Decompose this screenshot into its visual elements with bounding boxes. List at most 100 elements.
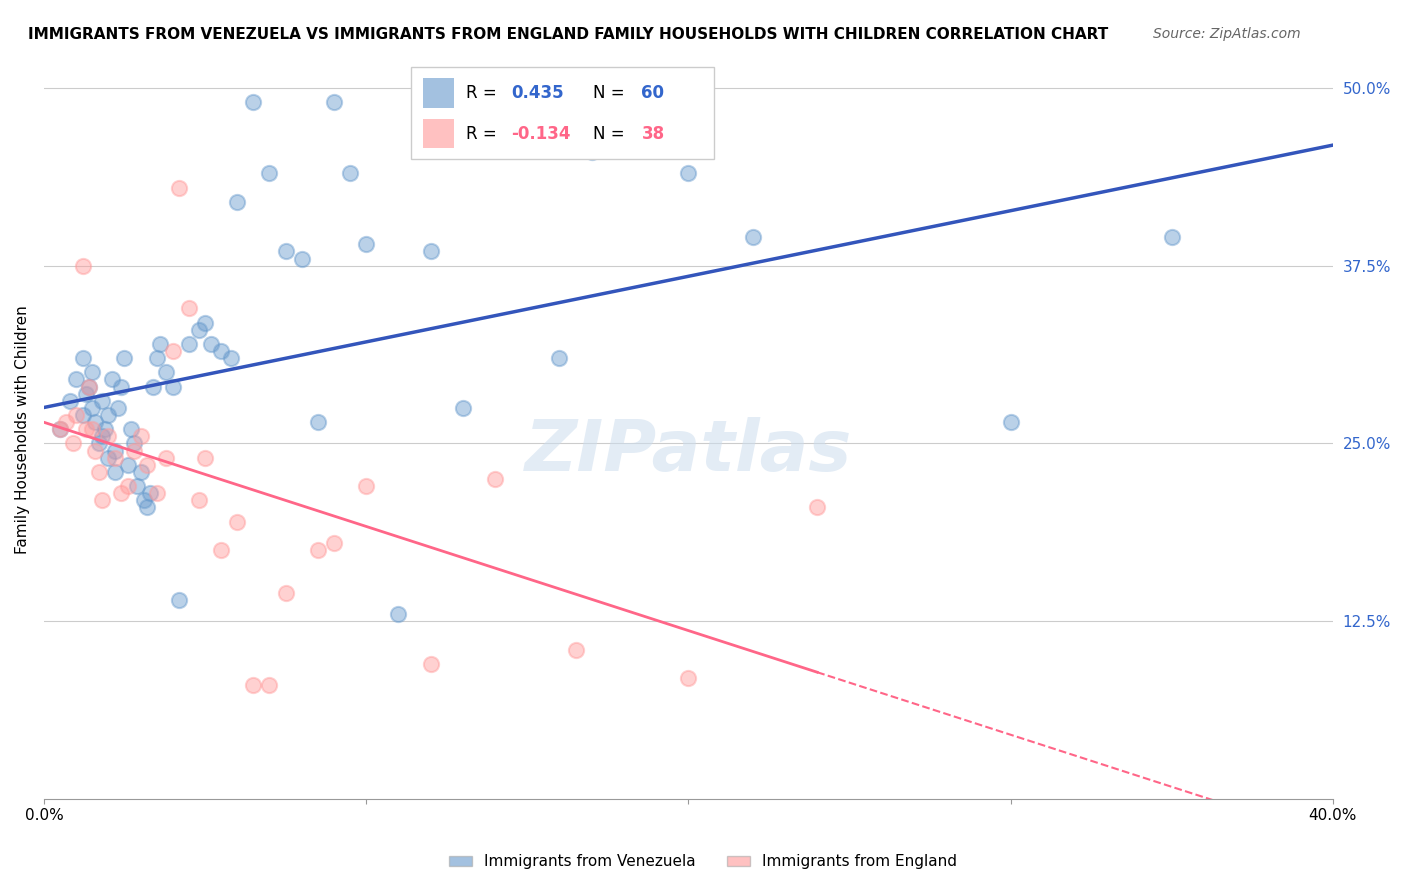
Point	[1160, 230, 1182, 244]
Point	[97, 408, 120, 422]
Point	[142, 379, 165, 393]
Point	[194, 316, 217, 330]
Point	[451, 401, 474, 415]
Y-axis label: Family Households with Children: Family Households with Children	[15, 305, 30, 554]
Point	[226, 515, 249, 529]
Point	[82, 365, 104, 379]
Point	[259, 166, 281, 180]
Point	[339, 166, 361, 180]
Point	[242, 678, 264, 692]
Point	[82, 401, 104, 415]
Point	[155, 365, 177, 379]
Point	[678, 671, 700, 685]
Text: ZIPatlas: ZIPatlas	[524, 417, 852, 486]
Point	[387, 607, 409, 621]
Point	[419, 657, 441, 671]
Point	[94, 422, 117, 436]
Point	[100, 372, 122, 386]
Point	[162, 343, 184, 358]
Point	[322, 536, 344, 550]
Point	[259, 678, 281, 692]
Point	[291, 252, 314, 266]
Point	[274, 244, 297, 259]
Point	[155, 450, 177, 465]
Point	[741, 230, 763, 244]
Point	[548, 351, 571, 365]
Point	[129, 465, 152, 479]
Point	[122, 436, 145, 450]
Point	[87, 436, 110, 450]
Point	[77, 379, 100, 393]
Point	[187, 493, 209, 508]
Point	[97, 429, 120, 443]
Point	[75, 422, 97, 436]
Point	[62, 436, 84, 450]
Point	[242, 95, 264, 110]
Text: IMMIGRANTS FROM VENEZUELA VS IMMIGRANTS FROM ENGLAND FAMILY HOUSEHOLDS WITH CHIL: IMMIGRANTS FROM VENEZUELA VS IMMIGRANTS …	[28, 27, 1108, 42]
Point	[354, 237, 377, 252]
Point	[145, 486, 167, 500]
Point	[65, 372, 87, 386]
Point	[1000, 415, 1022, 429]
Point	[72, 259, 94, 273]
Point	[127, 479, 149, 493]
Point	[678, 166, 700, 180]
Point	[806, 500, 828, 515]
Point	[84, 443, 107, 458]
Legend: Immigrants from Venezuela, Immigrants from England: Immigrants from Venezuela, Immigrants fr…	[443, 848, 963, 875]
Point	[226, 194, 249, 209]
Point	[104, 443, 127, 458]
Point	[307, 543, 329, 558]
Point	[177, 337, 200, 351]
Point	[209, 543, 232, 558]
Point	[581, 145, 603, 159]
Point	[354, 479, 377, 493]
Point	[139, 486, 162, 500]
Point	[122, 443, 145, 458]
Point	[167, 180, 190, 194]
Point	[117, 458, 139, 472]
Point	[87, 465, 110, 479]
Point	[59, 393, 82, 408]
Point	[484, 472, 506, 486]
Point	[110, 486, 132, 500]
Point	[110, 379, 132, 393]
Point	[149, 337, 172, 351]
Point	[162, 379, 184, 393]
Point	[49, 422, 72, 436]
Point	[77, 379, 100, 393]
Point	[307, 415, 329, 429]
Point	[120, 422, 142, 436]
Point	[97, 450, 120, 465]
Point	[136, 500, 159, 515]
Point	[136, 458, 159, 472]
Point	[114, 351, 136, 365]
Point	[82, 422, 104, 436]
Point	[65, 408, 87, 422]
Point	[107, 401, 129, 415]
Point	[72, 408, 94, 422]
Point	[75, 386, 97, 401]
Point	[419, 244, 441, 259]
Point	[322, 95, 344, 110]
Point	[90, 429, 112, 443]
Point	[274, 585, 297, 599]
Point	[72, 351, 94, 365]
Point	[209, 343, 232, 358]
Point	[84, 415, 107, 429]
Point	[219, 351, 242, 365]
Point	[194, 450, 217, 465]
Point	[167, 592, 190, 607]
Point	[104, 465, 127, 479]
Point	[117, 479, 139, 493]
Point	[129, 429, 152, 443]
Point	[177, 301, 200, 316]
Point	[132, 493, 155, 508]
Point	[90, 493, 112, 508]
Point	[187, 323, 209, 337]
Point	[145, 351, 167, 365]
Point	[200, 337, 222, 351]
Point	[90, 393, 112, 408]
Point	[49, 422, 72, 436]
Point	[55, 415, 77, 429]
